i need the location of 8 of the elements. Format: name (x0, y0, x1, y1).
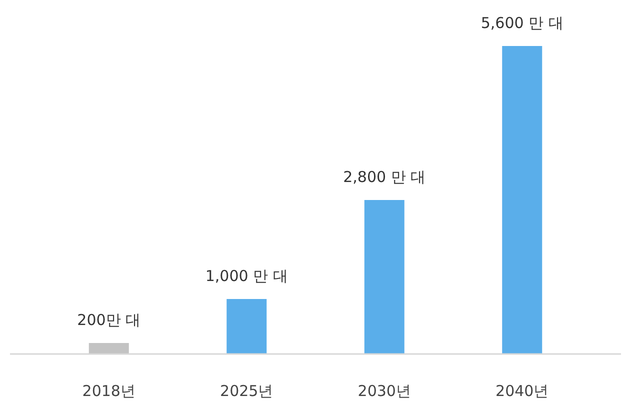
x-tick-label: 2030년 (358, 382, 411, 400)
x-tick-label: 2040년 (496, 382, 549, 400)
data-label: 1,000 만 대 (205, 267, 288, 285)
x-tick-label: 2018년 (82, 382, 136, 400)
data-label: 5,600 만 대 (480, 14, 564, 32)
x-tick-label: 2025년 (220, 382, 274, 400)
data-label: 2,800 만 대 (343, 168, 426, 186)
data-label: 200만 대 (77, 311, 141, 329)
